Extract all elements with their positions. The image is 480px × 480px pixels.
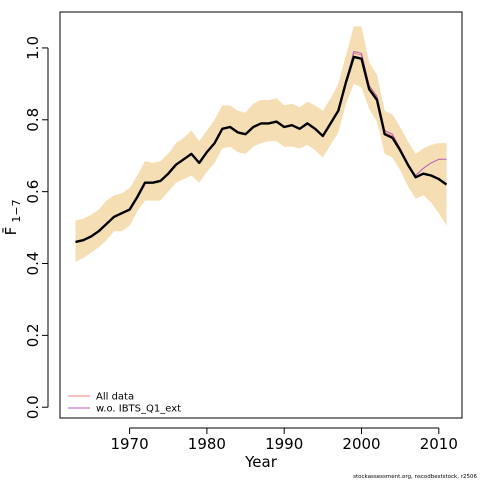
x-tick-label: 2000 — [342, 435, 380, 453]
x-tick-label: 1990 — [265, 435, 303, 453]
y-tick-label: 0.4 — [24, 252, 42, 276]
y-tick-label: 0.2 — [24, 323, 42, 347]
legend-label-wo-ibts: w.o. IBTS_Q1_ext — [96, 404, 181, 415]
legend-label-all-data: All data — [96, 392, 134, 403]
y-axis-label-main: F̄ — [1, 227, 20, 236]
credit-text: stockassessment.org, nscodbeststock, r25… — [353, 474, 477, 480]
x-tick-label: 1980 — [188, 435, 226, 453]
y-tick-label: 0.0 — [24, 395, 42, 419]
series-layer — [75, 51, 448, 244]
x-tick-label: 2010 — [420, 435, 458, 453]
y-axis-label: F̄ 1−7 — [1, 199, 23, 235]
plot-frame — [59, 11, 463, 419]
y-tick-label: 0.8 — [24, 108, 42, 132]
y-tick-label: 0.6 — [24, 180, 42, 204]
legend: All data w.o. IBTS_Q1_ext — [68, 392, 181, 415]
confidence-band-layer — [75, 26, 447, 262]
x-axis: 1970 1980 1990 2000 2010 — [110, 427, 458, 453]
y-axis-label-subscript: 1−7 — [10, 199, 23, 222]
x-tick-label: 1970 — [110, 435, 148, 453]
x-axis-label: Year — [244, 453, 278, 471]
confidence-band — [75, 26, 447, 262]
y-axis: 0.0 0.2 0.4 0.6 0.8 1.0 — [24, 36, 49, 419]
series-line-main — [75, 55, 448, 244]
y-tick-label: 1.0 — [24, 36, 42, 60]
